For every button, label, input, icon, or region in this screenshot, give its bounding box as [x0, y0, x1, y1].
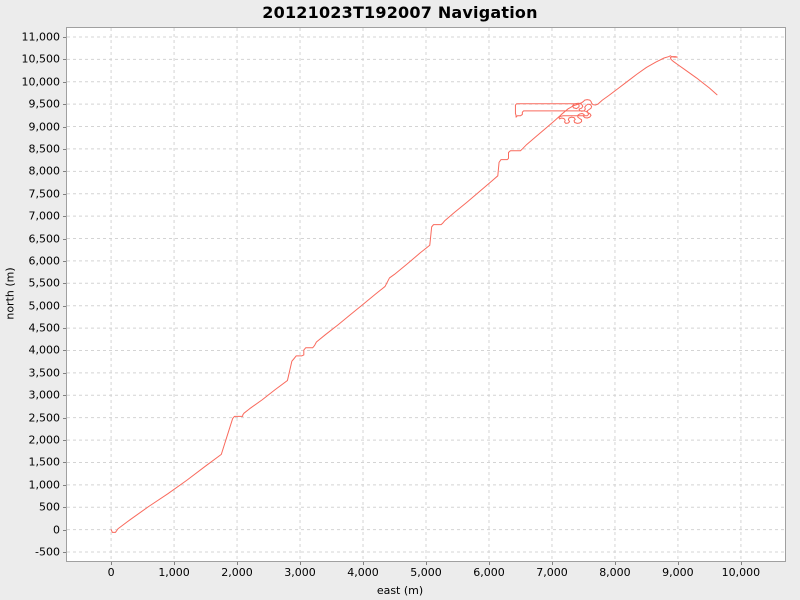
y-tick-mark: [63, 104, 66, 106]
y-tick-label: 10,500: [21, 52, 61, 66]
x-tick-label: 2,000: [221, 566, 253, 579]
x-tick-label: 6,000: [473, 566, 505, 579]
y-tick-label: 0: [53, 523, 60, 537]
plot-svg: [67, 28, 785, 561]
x-tick-label: 5,000: [410, 566, 442, 579]
y-tick-mark: [63, 417, 66, 419]
y-tick-mark: [63, 193, 66, 195]
y-tick-label: 5,500: [28, 276, 61, 290]
y-tick-mark: [63, 484, 66, 486]
y-tick-mark: [63, 148, 66, 150]
x-tick-label: 9,000: [662, 566, 694, 579]
y-tick-label: 6,000: [28, 254, 61, 268]
y-tick-label: 3,500: [28, 366, 61, 380]
y-tick-mark: [63, 372, 66, 374]
x-tick-mark: [426, 562, 427, 565]
y-tick-mark: [63, 171, 66, 173]
y-tick-mark: [63, 507, 66, 509]
y-tick-label: 3,000: [28, 388, 61, 402]
y-axis-label: north (m): [3, 266, 17, 320]
x-tick-mark: [363, 562, 365, 565]
x-tick-mark: [614, 562, 616, 565]
x-tick-mark: [111, 562, 113, 565]
y-tick-label: 10,000: [21, 75, 61, 89]
y-tick-label: 2,000: [28, 433, 61, 447]
y-tick-mark: [63, 59, 66, 61]
y-tick-label: 9,500: [28, 97, 61, 111]
y-tick-mark: [63, 552, 66, 554]
y-tick-mark: [63, 305, 66, 307]
x-tick-label: 1,000: [158, 566, 190, 579]
x-axis-label: east (m): [376, 584, 424, 597]
x-tick-mark: [551, 562, 553, 565]
y-tick-mark: [63, 81, 66, 83]
series-line: [110, 55, 718, 533]
y-tick-label: 6,500: [28, 232, 61, 245]
x-tick-label: 10,000: [721, 566, 761, 579]
x-tick-label: 8,000: [599, 566, 631, 579]
y-tick-mark: [63, 238, 66, 240]
y-tick-mark: [63, 260, 66, 262]
y-tick-label: 7,500: [28, 187, 61, 201]
x-tick-mark: [237, 562, 239, 565]
y-tick-label: 1,500: [28, 455, 61, 469]
x-tick-mark: [488, 562, 490, 565]
data-series-layer: [110, 55, 718, 533]
y-tick-mark: [63, 529, 66, 531]
x-tick-mark: [677, 562, 679, 565]
x-tick-mark: [174, 562, 176, 565]
y-tick-label: -500: [35, 545, 60, 559]
x-tick-label: 7,000: [536, 566, 568, 579]
y-tick-mark: [63, 395, 66, 397]
x-tick-label: 0: [107, 566, 115, 579]
y-tick-mark: [63, 350, 66, 352]
y-tick-label: 8,000: [28, 164, 61, 178]
x-tick-label: 4,000: [347, 566, 379, 579]
y-tick-label: 7,000: [28, 209, 61, 223]
x-tick-mark: [300, 562, 302, 565]
y-tick-mark: [63, 328, 66, 330]
y-tick-label: 2,500: [28, 411, 61, 425]
y-tick-mark: [63, 216, 66, 218]
y-tick-mark: [63, 36, 66, 38]
y-tick-mark: [63, 126, 66, 128]
y-tick-label: 1,000: [28, 478, 61, 492]
grid-lines: [67, 28, 785, 561]
x-tick-mark: [740, 562, 742, 565]
y-tick-mark: [63, 462, 66, 464]
y-tick-label: 9,000: [28, 120, 61, 134]
y-tick-label: 4,500: [28, 321, 61, 335]
y-tick-mark: [63, 283, 66, 285]
y-tick-label: 11,000: [21, 30, 61, 44]
chart-title: 20121023T192007 Navigation: [262, 3, 538, 22]
plot-area: [66, 27, 786, 562]
y-tick-label: 500: [39, 500, 60, 514]
y-tick-label: 8,500: [28, 142, 61, 156]
y-tick-label: 4,000: [28, 343, 61, 357]
y-tick-mark: [63, 440, 66, 442]
x-tick-label: 3,000: [284, 566, 316, 579]
y-tick-label: 5,000: [28, 299, 61, 313]
